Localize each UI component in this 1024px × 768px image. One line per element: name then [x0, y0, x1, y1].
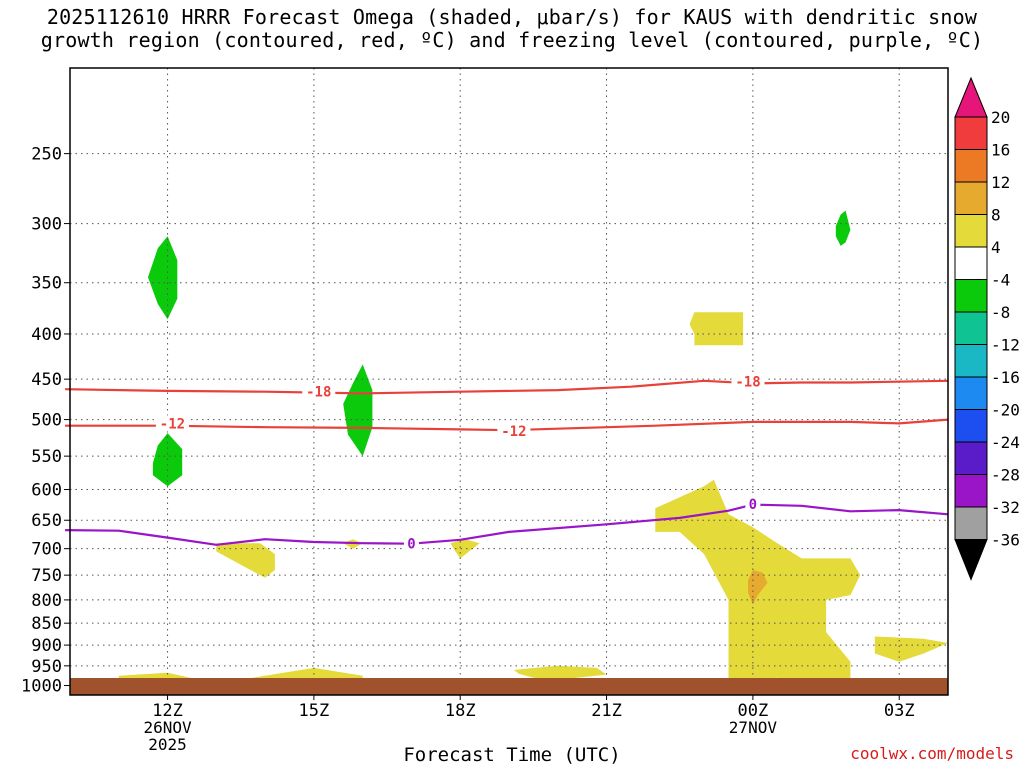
colorbar-bottom-arrow — [954, 539, 988, 581]
x-axis-label: Forecast Time (UTC) — [403, 744, 621, 766]
colorbar-label-0: 20 — [991, 108, 1010, 127]
colorbar-top-arrow — [954, 76, 988, 118]
contour-label-3: -12 — [501, 424, 526, 440]
omega-region-5 — [216, 543, 275, 578]
plot-frame — [69, 67, 949, 696]
omega-shaded-regions — [118, 210, 948, 687]
contour-label-5: 0 — [749, 497, 757, 513]
y-tick-label-850: 850 — [31, 614, 62, 634]
colorbar-swatch-9 — [954, 409, 988, 443]
y-tick-label-750: 750 — [31, 566, 62, 586]
colorbar-label-13: -36 — [991, 531, 1020, 550]
y-tick-label-300: 300 — [31, 215, 62, 235]
contour-line-0-2 — [65, 503, 949, 546]
colorbar-swatch-2 — [954, 181, 988, 215]
contour-line-minus18-0 — [65, 379, 949, 395]
contour-label-2: -12 — [160, 416, 185, 432]
y-tick-label-700: 700 — [31, 540, 62, 560]
x-tick-label-03Z: 03Z — [884, 701, 915, 721]
x-date-label: 26NOV — [143, 718, 192, 737]
omega-region-10 — [513, 665, 607, 680]
x-tick-label-18Z: 18Z — [445, 701, 476, 721]
colorbar-swatch-0 — [954, 116, 988, 150]
contour-label-bg — [302, 383, 336, 400]
colorbar-swatch-3 — [954, 214, 988, 248]
contour-label-bg — [155, 415, 189, 432]
contour-label-0: -18 — [306, 385, 331, 401]
y-tick-label-350: 350 — [31, 274, 62, 294]
y-tick-label-800: 800 — [31, 591, 62, 611]
x-tick-label-12Z: 12Z — [152, 701, 183, 721]
omega-region-2 — [343, 364, 373, 457]
colorbar-label-7: -12 — [991, 336, 1020, 355]
x-year-label: 2025 — [148, 735, 187, 754]
colorbar-swatch-6 — [954, 311, 988, 345]
colorbar-label-4: 4 — [991, 238, 1001, 257]
contour-label-bg — [403, 535, 419, 552]
x-tick-label-00Z: 00Z — [738, 701, 769, 721]
x-date-label: 27NOV — [729, 718, 778, 737]
colorbar-swatch-12 — [954, 506, 988, 540]
y-tick-label-450: 450 — [31, 370, 62, 390]
contour-lines: -18 -18 -12 -12 0 0 — [65, 373, 949, 553]
y-tick-label-550: 550 — [31, 447, 62, 467]
colorbar-swatch-8 — [954, 376, 988, 410]
contour-label-4: 0 — [407, 537, 415, 553]
omega-region-4 — [689, 312, 744, 346]
y-axis: 2503003504004505005506006507007508008509… — [21, 145, 70, 697]
source-watermark: coolwx.com/models — [850, 744, 1014, 763]
chart-title-line2: growth region (contoured, red, ºC) and f… — [40, 28, 984, 52]
colorbar-swatch-1 — [954, 149, 988, 183]
y-tick-label-500: 500 — [31, 411, 62, 431]
omega-region-9 — [874, 636, 948, 662]
contour-line-minus12-1 — [65, 418, 949, 432]
colorbar-swatch-11 — [954, 474, 988, 508]
omega-colorbar: 20 16 12 8 4 -4 -8 -12 -16 -20 -24 -28 -32 -36 — [954, 76, 1020, 581]
x-tick-label-21Z: 21Z — [591, 701, 622, 721]
omega-region-7 — [450, 539, 480, 559]
contour-label-bg — [497, 422, 531, 439]
colorbar-label-11: -28 — [991, 466, 1020, 485]
y-tick-label-900: 900 — [31, 636, 62, 656]
y-tick-label-400: 400 — [31, 325, 62, 345]
contour-label-bg — [731, 373, 765, 390]
y-tick-label-1000: 1000 — [21, 677, 62, 697]
contour-label-bg — [745, 495, 761, 512]
omega-region-0 — [148, 236, 178, 320]
colorbar-label-8: -16 — [991, 368, 1020, 387]
chart-title-line1: 2025112610 HRRR Forecast Omega (shaded, … — [46, 5, 978, 29]
colorbar-label-3: 8 — [991, 206, 1001, 225]
ground-strip — [70, 678, 948, 695]
contour-label-1: -18 — [735, 375, 760, 391]
y-tick-label-650: 650 — [31, 511, 62, 531]
colorbar-label-1: 16 — [991, 141, 1010, 160]
x-tick-label-15Z: 15Z — [299, 701, 330, 721]
chart-title: 2025112610 HRRR Forecast Omega (shaded, … — [0, 6, 1024, 52]
colorbar-swatch-7 — [954, 344, 988, 378]
ground-layer — [70, 678, 948, 695]
colorbar-label-6: -8 — [991, 303, 1010, 322]
grid-lines — [70, 68, 948, 695]
colorbar-swatch-10 — [954, 441, 988, 475]
y-tick-label-250: 250 — [31, 145, 62, 165]
colorbar-label-12: -32 — [991, 498, 1020, 517]
colorbar-label-2: 12 — [991, 173, 1010, 192]
colorbar-swatch-4 — [954, 246, 988, 280]
colorbar-label-5: -4 — [991, 271, 1010, 290]
colorbar-label-10: -24 — [991, 433, 1020, 452]
y-tick-label-950: 950 — [31, 657, 62, 677]
colorbar-label-9: -20 — [991, 401, 1020, 420]
y-tick-label-600: 600 — [31, 481, 62, 501]
omega-region-3 — [835, 210, 851, 246]
colorbar-swatch-5 — [954, 279, 988, 313]
